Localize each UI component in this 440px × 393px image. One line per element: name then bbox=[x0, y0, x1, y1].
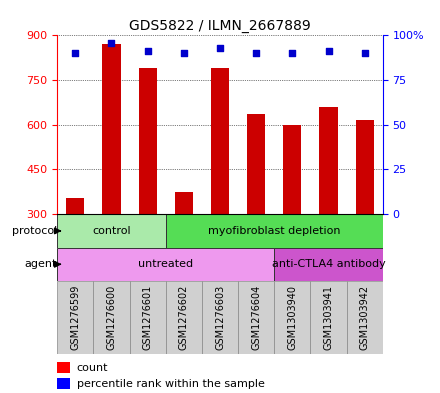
Bar bbox=[247, 114, 265, 214]
Bar bbox=[103, 44, 121, 214]
Text: myofibroblast depletion: myofibroblast depletion bbox=[208, 226, 341, 236]
Text: GSM1303941: GSM1303941 bbox=[323, 285, 334, 350]
Text: anti-CTLA4 antibody: anti-CTLA4 antibody bbox=[271, 259, 385, 269]
Text: GSM1276603: GSM1276603 bbox=[215, 285, 225, 350]
Bar bbox=[356, 120, 374, 214]
Bar bbox=[274, 248, 383, 281]
Bar bbox=[319, 107, 337, 214]
Point bbox=[108, 39, 115, 46]
Bar bbox=[57, 378, 70, 389]
Bar bbox=[57, 214, 166, 248]
Text: agent: agent bbox=[25, 259, 57, 269]
Point bbox=[361, 50, 368, 56]
Bar bbox=[93, 281, 129, 354]
Title: GDS5822 / ILMN_2667889: GDS5822 / ILMN_2667889 bbox=[129, 19, 311, 33]
Text: percentile rank within the sample: percentile rank within the sample bbox=[77, 378, 264, 389]
Point bbox=[72, 50, 79, 56]
Text: untreated: untreated bbox=[138, 259, 193, 269]
Point bbox=[216, 45, 224, 51]
Bar bbox=[238, 281, 274, 354]
Bar bbox=[311, 281, 347, 354]
Text: GSM1276600: GSM1276600 bbox=[106, 285, 117, 350]
Point bbox=[289, 50, 296, 56]
Bar bbox=[166, 214, 383, 248]
Point bbox=[180, 50, 187, 56]
Text: control: control bbox=[92, 226, 131, 236]
Bar bbox=[347, 281, 383, 354]
Bar bbox=[283, 125, 301, 214]
Bar bbox=[66, 198, 84, 214]
Text: GSM1276602: GSM1276602 bbox=[179, 285, 189, 350]
Point bbox=[325, 48, 332, 55]
Text: GSM1303942: GSM1303942 bbox=[360, 285, 370, 350]
Bar bbox=[129, 281, 166, 354]
Text: count: count bbox=[77, 363, 108, 373]
Bar bbox=[274, 281, 311, 354]
Bar bbox=[57, 362, 70, 373]
Bar bbox=[166, 281, 202, 354]
Text: protocol: protocol bbox=[12, 226, 57, 236]
Point bbox=[253, 50, 260, 56]
Bar bbox=[202, 281, 238, 354]
Bar bbox=[175, 192, 193, 214]
Text: GSM1276601: GSM1276601 bbox=[143, 285, 153, 350]
Text: GSM1276604: GSM1276604 bbox=[251, 285, 261, 350]
Bar bbox=[211, 68, 229, 214]
Text: GSM1276599: GSM1276599 bbox=[70, 285, 80, 350]
Bar bbox=[57, 248, 274, 281]
Point bbox=[144, 48, 151, 55]
Bar bbox=[57, 281, 93, 354]
Bar bbox=[139, 68, 157, 214]
Text: GSM1303940: GSM1303940 bbox=[287, 285, 297, 350]
